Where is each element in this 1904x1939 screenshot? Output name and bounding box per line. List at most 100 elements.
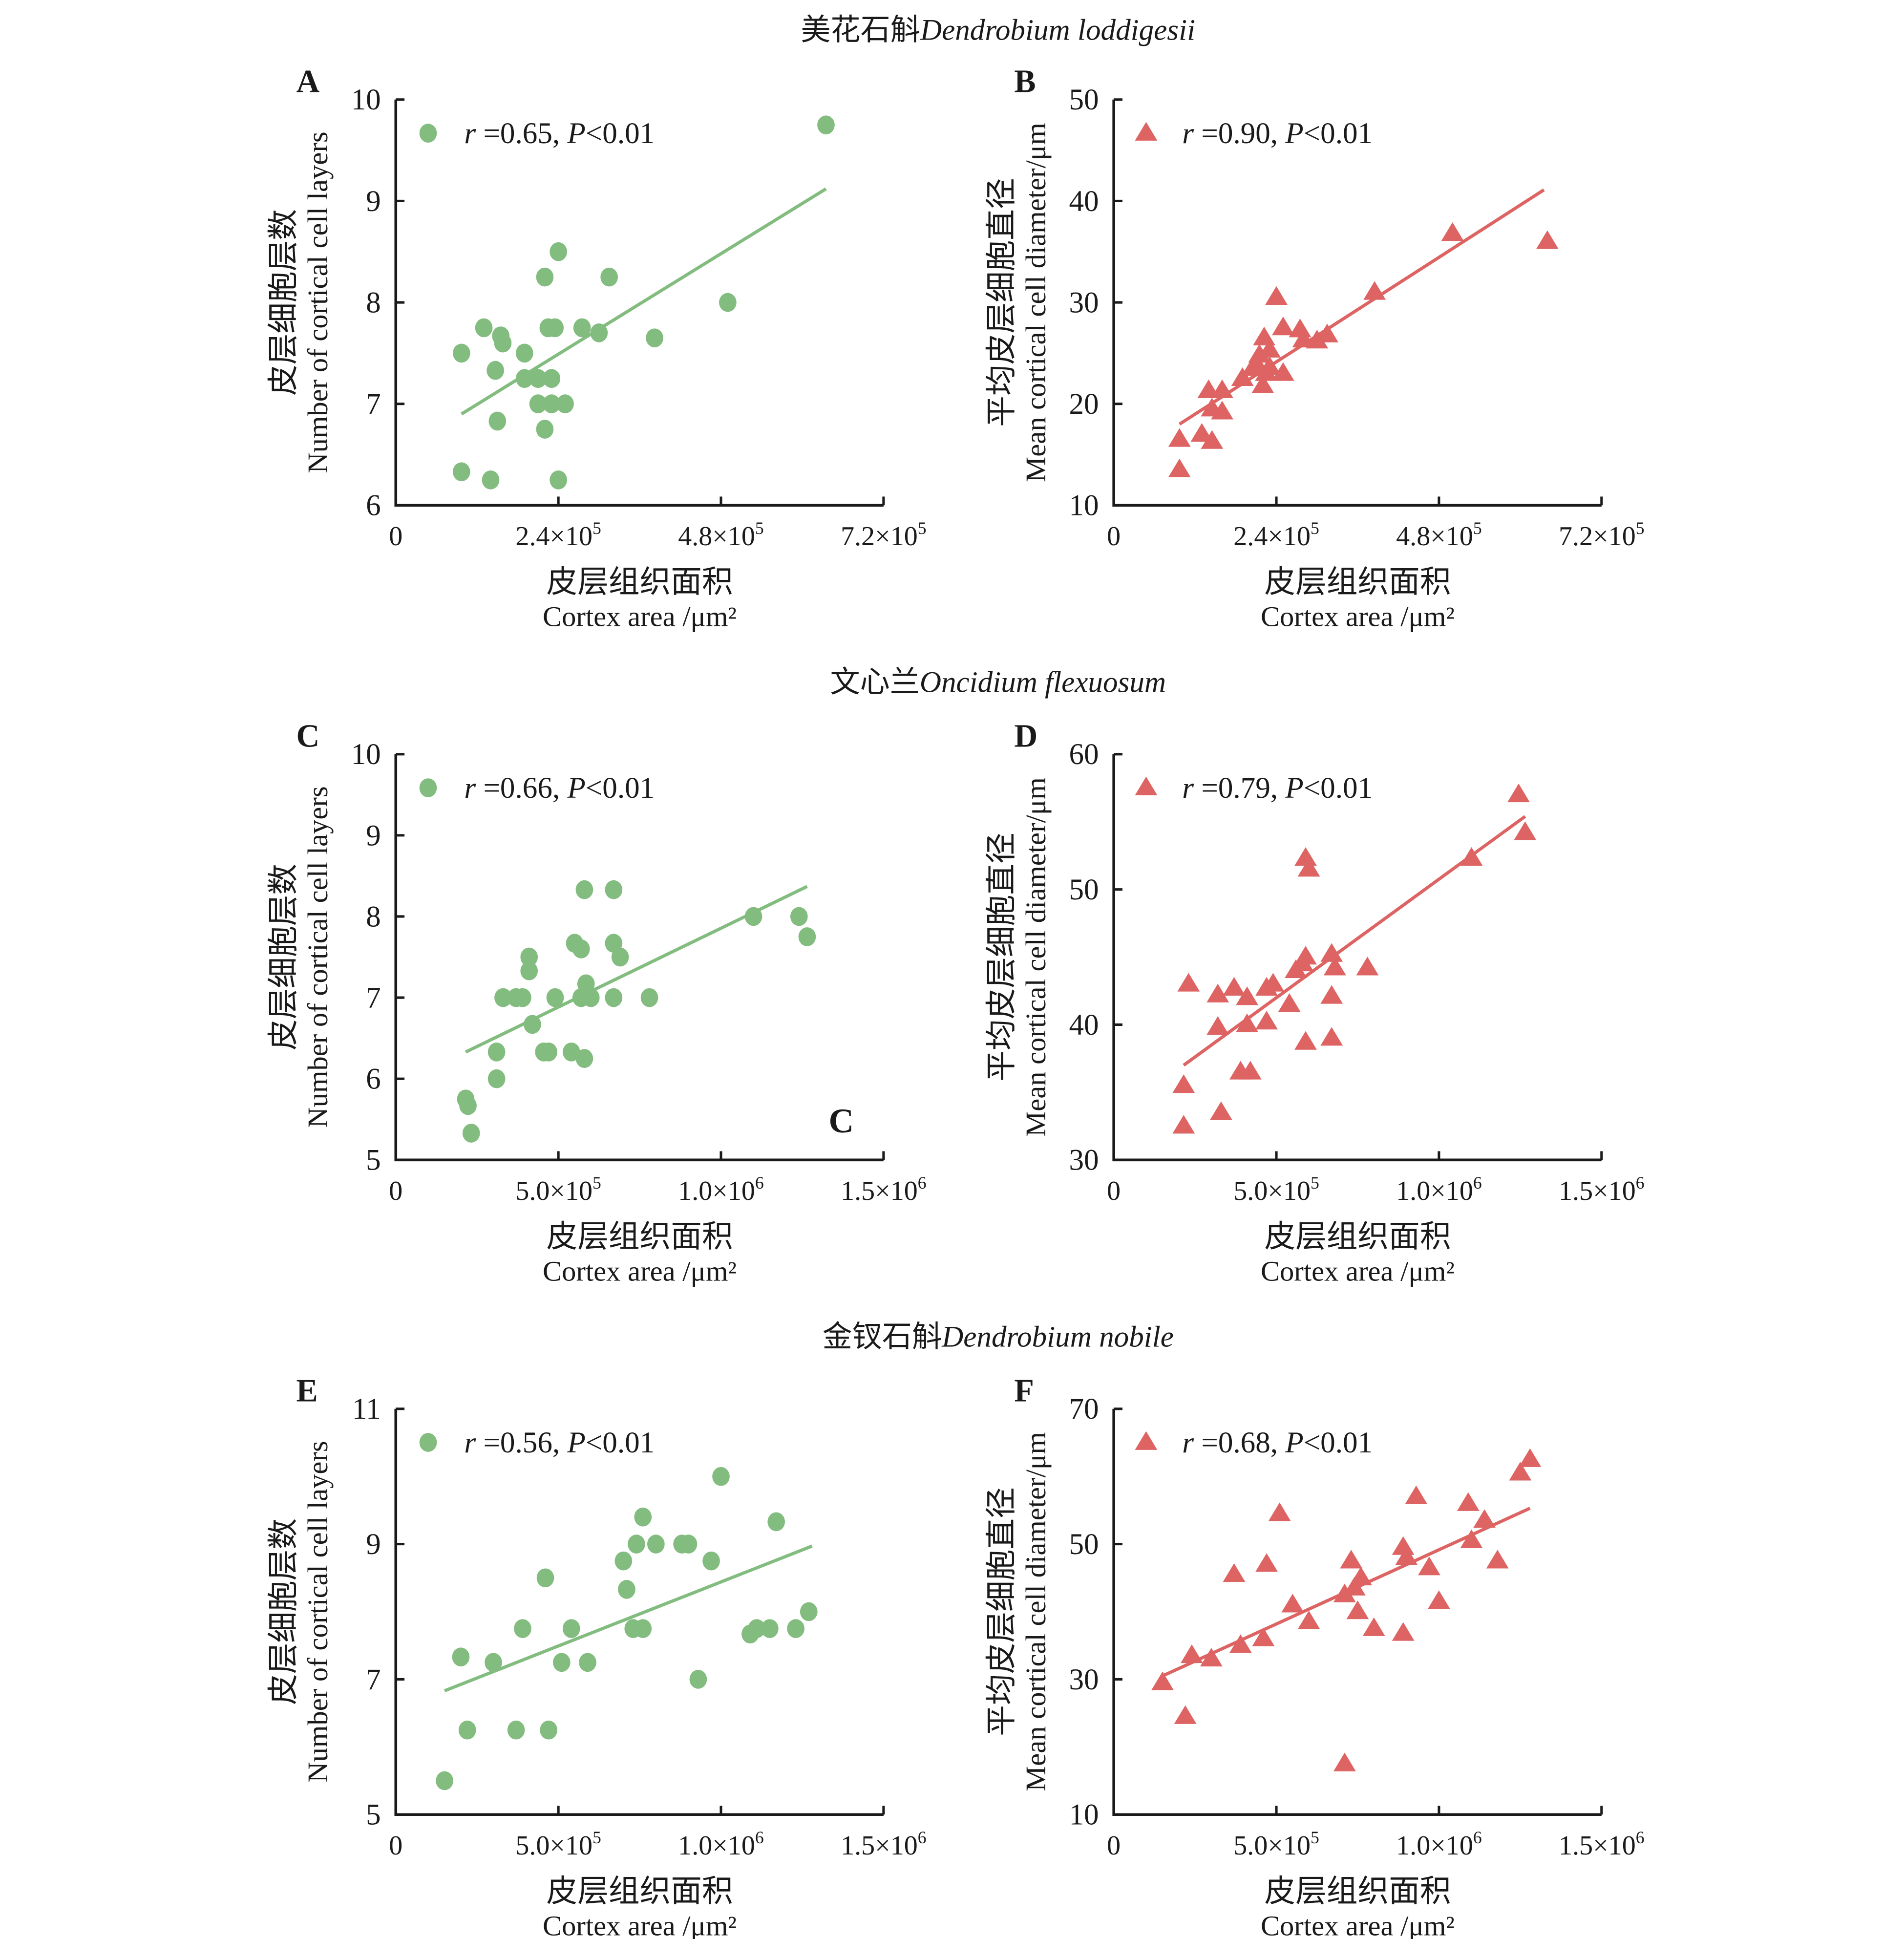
y-tick-label: 5 (366, 1144, 381, 1177)
data-point (1297, 1610, 1320, 1630)
x-axis-label-cn: 皮层组织面积 (547, 565, 733, 599)
data-point (1316, 323, 1338, 342)
data-point (1333, 1583, 1356, 1602)
data-point (1168, 428, 1191, 447)
x-tick-label: 0 (1107, 521, 1121, 552)
data-point (536, 420, 554, 439)
legend-marker (1135, 122, 1158, 141)
x-axis-label: Cortex area /μm² (543, 1255, 737, 1287)
x-axis-label: Cortex area /μm² (1261, 600, 1455, 632)
x-tick-label: 5.0×105 (1233, 1173, 1319, 1206)
data-point (1174, 1705, 1197, 1724)
panel-letter: B (1014, 64, 1036, 100)
data-point (1418, 1556, 1440, 1576)
y-tick-label: 9 (366, 185, 381, 218)
data-point (575, 1049, 593, 1068)
data-point (1268, 1502, 1291, 1521)
y-axis-label: Mean cortical cell diameter/μm (1020, 777, 1052, 1137)
data-point (702, 1551, 720, 1571)
x-tick-label: 0 (1107, 1176, 1121, 1206)
data-point (1294, 1031, 1317, 1050)
data-point (488, 411, 507, 431)
data-point (1392, 1536, 1415, 1555)
data-point (1441, 222, 1464, 241)
data-point (1486, 1550, 1509, 1569)
data-point (515, 369, 533, 388)
data-point (452, 343, 470, 363)
data-point (1350, 1566, 1373, 1586)
data-point (1177, 973, 1200, 992)
data-point (1297, 858, 1320, 877)
panel-letter: D (1014, 718, 1037, 754)
data-point (1223, 977, 1246, 996)
x-tick-label: 5.0×105 (1233, 1828, 1319, 1861)
data-point (1262, 973, 1285, 992)
data-point (628, 1534, 645, 1554)
x-tick-label: 7.2×105 (1559, 518, 1645, 552)
data-point (1241, 357, 1264, 376)
y-tick-label: 9 (366, 1528, 381, 1561)
panel-letter: A (296, 64, 319, 100)
x-axis-label-cn: 皮层组织面积 (1264, 1874, 1451, 1909)
data-point (1258, 356, 1281, 375)
data-point (744, 907, 762, 926)
y-tick-label: 6 (366, 1063, 381, 1096)
data-point (1519, 1448, 1542, 1467)
data-point (487, 361, 504, 380)
y-tick-label: 8 (366, 286, 381, 319)
correlation-annotation: r =0.56, P<0.01 (464, 1427, 655, 1459)
data-point (1209, 1101, 1232, 1120)
group-title-3: 金钗石斛Dendrobium nobile (823, 1321, 1174, 1353)
y-tick-label: 50 (1069, 1528, 1099, 1561)
data-point (1252, 1627, 1275, 1646)
data-point (1223, 1563, 1246, 1582)
data-point (689, 1670, 707, 1689)
data-point (1294, 946, 1317, 965)
data-point (1151, 1671, 1174, 1690)
group-title-1: 美花石斛Dendrobium loddigesii (801, 14, 1195, 47)
data-point (1320, 943, 1343, 962)
x-tick-label: 0 (389, 1831, 402, 1861)
data-point (679, 1534, 698, 1554)
data-point (546, 318, 564, 338)
correlation-annotation: r =0.90, P<0.01 (1182, 117, 1373, 150)
y-axis-label: Number of cortical cell layers (302, 1441, 334, 1782)
data-point (1253, 326, 1276, 345)
data-point (573, 318, 591, 338)
data-point (1363, 281, 1386, 300)
y-tick-label: 11 (352, 1393, 381, 1426)
data-point (790, 907, 808, 926)
data-point (1271, 362, 1294, 381)
data-point (540, 1042, 558, 1062)
x-tick-label: 2.4×105 (1233, 518, 1319, 552)
y-tick-label: 7 (366, 981, 381, 1014)
data-point (1229, 1634, 1252, 1653)
data-point (520, 961, 538, 980)
data-point (1211, 379, 1234, 398)
y-axis-label-cn: 皮层细胞层数 (266, 209, 300, 396)
data-point (1460, 847, 1483, 866)
y-tick-label: 9 (366, 819, 381, 852)
x-tick-label: 5.0×105 (515, 1173, 601, 1206)
data-point (590, 323, 608, 342)
correlation-annotation: r =0.79, P<0.01 (1182, 772, 1373, 805)
data-point (1395, 1546, 1418, 1565)
data-point (507, 1720, 525, 1740)
y-tick-label: 10 (1069, 1799, 1099, 1832)
y-tick-label: 70 (1069, 1393, 1099, 1426)
x-tick-label: 1.0×106 (678, 1828, 763, 1861)
data-point (1201, 430, 1224, 449)
data-point (800, 1602, 818, 1621)
data-point (494, 333, 512, 353)
data-point (1320, 985, 1343, 1004)
y-tick-label: 8 (366, 900, 381, 933)
data-point (1271, 317, 1294, 336)
x-axis-label: Cortex area /μm² (543, 600, 737, 632)
data-point (475, 318, 493, 338)
data-point (1231, 367, 1254, 386)
y-tick-label: 40 (1069, 1009, 1099, 1042)
data-point (719, 293, 737, 312)
data-point (1190, 423, 1213, 442)
data-point (543, 394, 561, 414)
